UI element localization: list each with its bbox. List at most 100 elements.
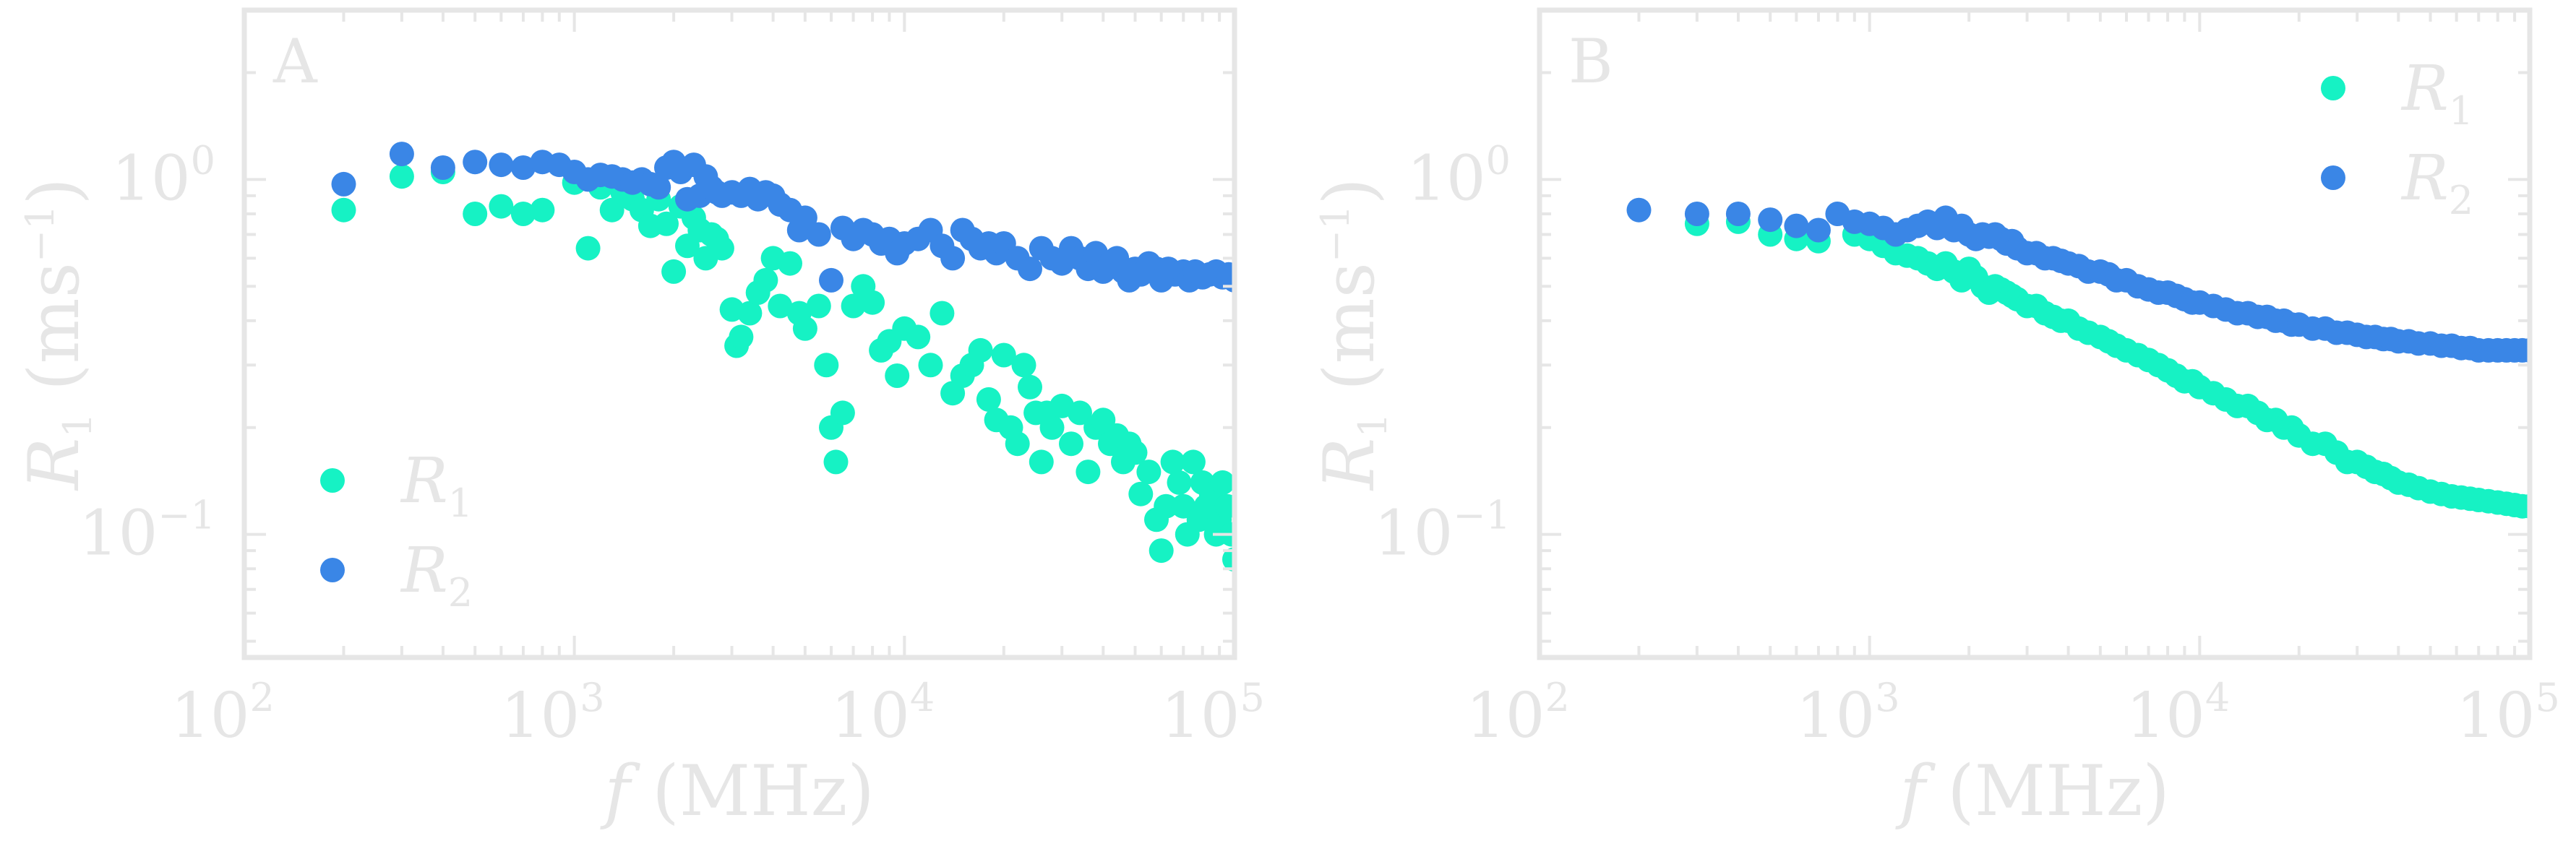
point-r1 [661,259,687,284]
point-r1 [929,301,955,326]
plot-frame [241,7,1237,660]
legend-label-r2: R2 [400,535,473,616]
legend-label-r1: R1 [2400,53,2473,134]
data-points [331,142,1235,572]
point-r1 [1076,460,1101,485]
ticks [243,9,1236,657]
panel-letter: B [1568,26,1613,97]
x-tick-label: 103 [501,675,605,752]
point-r1 [1039,415,1065,440]
point-r1 [1011,353,1036,378]
point-r2 [1806,217,1831,243]
point-r1 [814,353,839,378]
point-r1 [1122,440,1148,465]
point-r1 [885,363,910,388]
x-tick-label: 105 [2456,675,2560,752]
point-r2 [819,267,843,293]
point-r2 [1626,197,1652,223]
point-r2 [489,152,514,178]
point-r1 [918,353,943,378]
y-tick-label: 10−1 [1374,493,1511,570]
x-tick-label: 103 [1796,675,1900,752]
point-r2 [389,142,414,167]
legend-marker-r1 [320,468,345,493]
point-r1 [1222,547,1235,572]
point-r2 [2517,337,2530,363]
point-r1 [709,236,734,261]
point-r1 [489,194,514,219]
point-r1 [1214,493,1235,519]
point-r1 [841,293,866,319]
point-r1 [1029,449,1054,475]
point-r1 [768,293,793,319]
point-r2 [463,150,488,175]
point-r1 [389,164,414,189]
point-r1 [654,211,679,236]
data-points [1626,197,2530,519]
point-r2 [1018,256,1042,282]
series-r1 [1684,209,2530,519]
point-r1 [1068,400,1092,426]
point-r1 [830,400,855,426]
x-axis-label: f (MHz) [1895,751,2170,832]
point-r1 [1136,460,1162,485]
point-r2 [430,155,455,180]
point-r1 [991,342,1016,368]
point-r1 [1167,470,1192,495]
x-axis-label: f (MHz) [600,751,875,832]
legend-label-r1: R1 [400,445,473,526]
ticks [1538,9,2531,657]
point-r1 [806,293,831,319]
legend-marker-r2 [2321,165,2345,190]
point-r1 [599,197,624,223]
point-r1 [753,267,778,293]
point-r1 [1128,481,1154,506]
x-tick-label: 102 [1466,675,1570,752]
point-r1 [1059,431,1083,457]
point-r2 [646,175,671,200]
point-r1 [1180,449,1206,475]
point-r1 [1210,470,1235,495]
plot-frame [1537,7,2533,660]
point-r1 [860,290,885,315]
y-tick-label: 10−1 [79,493,215,570]
point-r2 [1725,202,1751,226]
series-r2 [1626,197,2530,363]
x-tick-label: 104 [2126,675,2230,752]
legend-marker-r2 [320,558,345,582]
point-r2 [510,155,536,180]
point-r1 [792,316,817,341]
point-r1 [575,236,601,261]
point-r1 [1018,374,1042,400]
point-r1 [778,251,802,276]
point-r1 [729,324,754,350]
point-r2 [940,246,966,271]
x-tick-label: 104 [830,675,935,752]
point-r1 [530,197,555,223]
point-r1 [976,387,1001,412]
y-axis-label: R1 (ms−1) [1309,178,1396,491]
point-r1 [463,202,488,226]
y-tick-label: 100 [111,137,215,215]
point-r1 [1005,431,1030,457]
point-r2 [792,205,817,230]
point-r1 [1149,538,1174,564]
series-r2 [331,142,1235,293]
legend-label-r2: R2 [2400,142,2473,223]
y-axis-label: R1 (ms−1) [14,178,100,491]
x-tick-label: 105 [1161,675,1265,752]
y-tick-label: 100 [1407,137,1511,215]
point-r2 [806,222,831,247]
point-r1 [331,197,356,223]
point-r1 [510,202,536,226]
point-r1 [1154,493,1179,519]
point-r1 [737,301,763,326]
legend-marker-r1 [2321,76,2345,100]
panel-letter: A [272,26,318,97]
point-r2 [1684,202,1709,226]
point-r2 [1758,207,1783,233]
x-tick-label: 102 [171,675,275,752]
